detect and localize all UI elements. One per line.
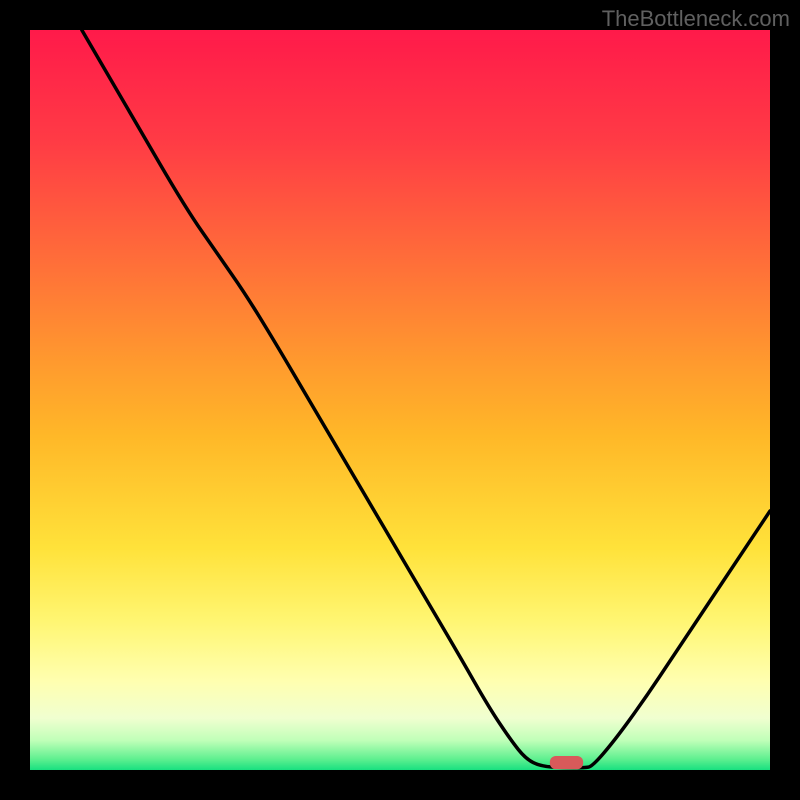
- optimal-marker: [550, 756, 583, 769]
- chart-svg: [30, 30, 770, 770]
- bottleneck-chart: [30, 30, 770, 770]
- gradient-background: [30, 30, 770, 770]
- watermark-text: TheBottleneck.com: [602, 6, 790, 32]
